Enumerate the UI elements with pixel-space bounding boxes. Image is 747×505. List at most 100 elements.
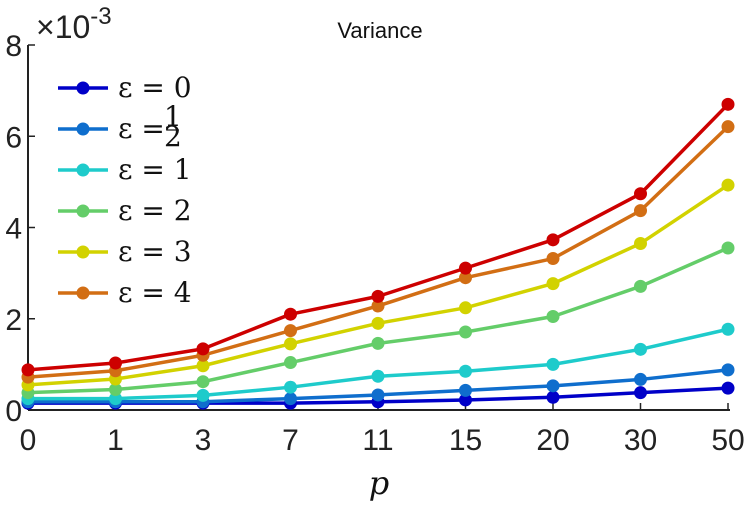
legend-marker bbox=[76, 163, 90, 177]
legend-frac-numerator: 1 bbox=[164, 100, 182, 133]
legend-label-value: 2 bbox=[174, 194, 192, 227]
legend-entry-1: ε = 12 bbox=[58, 100, 182, 153]
chart-title: Variance bbox=[337, 18, 422, 43]
data-point bbox=[196, 375, 210, 389]
data-point bbox=[284, 392, 297, 406]
x-tick-label: 30 bbox=[624, 424, 657, 457]
x-tick-label: 20 bbox=[536, 424, 569, 457]
data-point bbox=[546, 357, 560, 371]
legend-frac-denominator: 2 bbox=[164, 120, 182, 153]
data-point bbox=[284, 380, 297, 394]
series-3 bbox=[21, 241, 735, 400]
legend-label-value: 0 bbox=[174, 71, 192, 104]
data-point bbox=[634, 386, 647, 400]
legend-entry-5: ε = 4 bbox=[58, 276, 192, 309]
legend-label-value: 4 bbox=[174, 276, 192, 309]
y-tick-label: 0 bbox=[5, 395, 22, 428]
data-point bbox=[196, 388, 210, 402]
x-tick-label: 3 bbox=[195, 424, 212, 457]
data-point bbox=[721, 178, 735, 192]
data-point bbox=[459, 261, 472, 275]
legend-label: ε = 2 bbox=[118, 194, 192, 227]
x-tick-label: 50 bbox=[711, 424, 744, 457]
data-point bbox=[371, 369, 385, 383]
series-1 bbox=[21, 363, 735, 409]
y-tick-label: 2 bbox=[5, 304, 22, 337]
legend-marker bbox=[76, 81, 90, 95]
data-point bbox=[459, 383, 472, 397]
data-point bbox=[721, 363, 735, 377]
data-point bbox=[721, 97, 735, 111]
data-point bbox=[21, 363, 35, 377]
data-point bbox=[371, 336, 385, 350]
x-axis-label: p bbox=[369, 464, 389, 502]
data-point bbox=[196, 342, 210, 356]
legend-entry-4: ε = 3 bbox=[58, 235, 192, 268]
data-point bbox=[546, 233, 560, 247]
y-tick-label: 8 bbox=[5, 30, 22, 63]
data-point bbox=[284, 307, 297, 321]
legend-entry-2: ε = 1 bbox=[58, 153, 192, 186]
legend: ε = 0ε = 12ε = 1ε = 2ε = 3ε = 4 bbox=[58, 71, 192, 309]
legend-marker bbox=[76, 122, 90, 136]
y-multiplier: ×10-3 bbox=[36, 3, 112, 45]
data-point bbox=[196, 359, 210, 373]
legend-entry-3: ε = 2 bbox=[58, 194, 192, 227]
data-point bbox=[546, 379, 560, 393]
series-2 bbox=[21, 322, 735, 406]
data-point bbox=[109, 392, 122, 406]
data-point bbox=[721, 322, 735, 336]
legend-label: ε = 3 bbox=[118, 235, 192, 268]
legend-label-lhs: ε = bbox=[118, 71, 174, 104]
data-point bbox=[634, 204, 647, 218]
data-point bbox=[371, 289, 385, 303]
legend-label: ε = 4 bbox=[118, 276, 192, 309]
legend-label-lhs: ε = bbox=[118, 153, 174, 186]
data-point bbox=[721, 120, 735, 134]
x-tick-label: 11 bbox=[362, 424, 393, 457]
x-tick-label: 15 bbox=[449, 424, 482, 457]
data-point bbox=[109, 382, 122, 396]
data-point bbox=[721, 241, 735, 255]
data-point bbox=[634, 279, 647, 293]
legend-entry-0: ε = 0 bbox=[58, 71, 192, 104]
legend-label-value: 3 bbox=[174, 235, 192, 268]
legend-label-lhs: ε = bbox=[118, 112, 165, 145]
data-point bbox=[546, 277, 560, 291]
series-layer bbox=[21, 97, 735, 410]
series-6 bbox=[21, 97, 735, 377]
data-point bbox=[546, 252, 560, 266]
legend-marker bbox=[76, 245, 90, 259]
y-tick-label: 4 bbox=[5, 213, 22, 246]
data-point bbox=[371, 316, 385, 330]
data-point bbox=[459, 364, 472, 378]
data-point bbox=[284, 337, 297, 351]
legend-marker bbox=[76, 286, 90, 300]
x-tick-label: 7 bbox=[282, 424, 299, 457]
legend-label-lhs: ε = bbox=[118, 194, 174, 227]
data-point bbox=[371, 299, 385, 313]
y-multiplier-exponent: -3 bbox=[90, 3, 111, 30]
data-point bbox=[284, 324, 297, 338]
y-multiplier-base: ×10 bbox=[36, 9, 90, 45]
data-point bbox=[371, 388, 385, 402]
data-point bbox=[459, 301, 472, 315]
data-point bbox=[634, 372, 647, 386]
data-point bbox=[459, 271, 472, 285]
data-point bbox=[459, 393, 472, 407]
x-tick-label: 0 bbox=[20, 424, 37, 457]
x-tick-label: 1 bbox=[107, 424, 124, 457]
data-point bbox=[109, 356, 122, 370]
data-point bbox=[634, 236, 647, 250]
legend-label: ε = 1 bbox=[118, 153, 192, 186]
y-tick-label: 6 bbox=[5, 121, 22, 154]
data-point bbox=[546, 390, 560, 404]
legend-label: ε = bbox=[118, 112, 165, 145]
legend-label-lhs: ε = bbox=[118, 235, 174, 268]
data-point bbox=[284, 356, 297, 370]
data-point bbox=[634, 187, 647, 201]
legend-label-value: 1 bbox=[174, 153, 192, 186]
legend-label-lhs: ε = bbox=[118, 276, 174, 309]
